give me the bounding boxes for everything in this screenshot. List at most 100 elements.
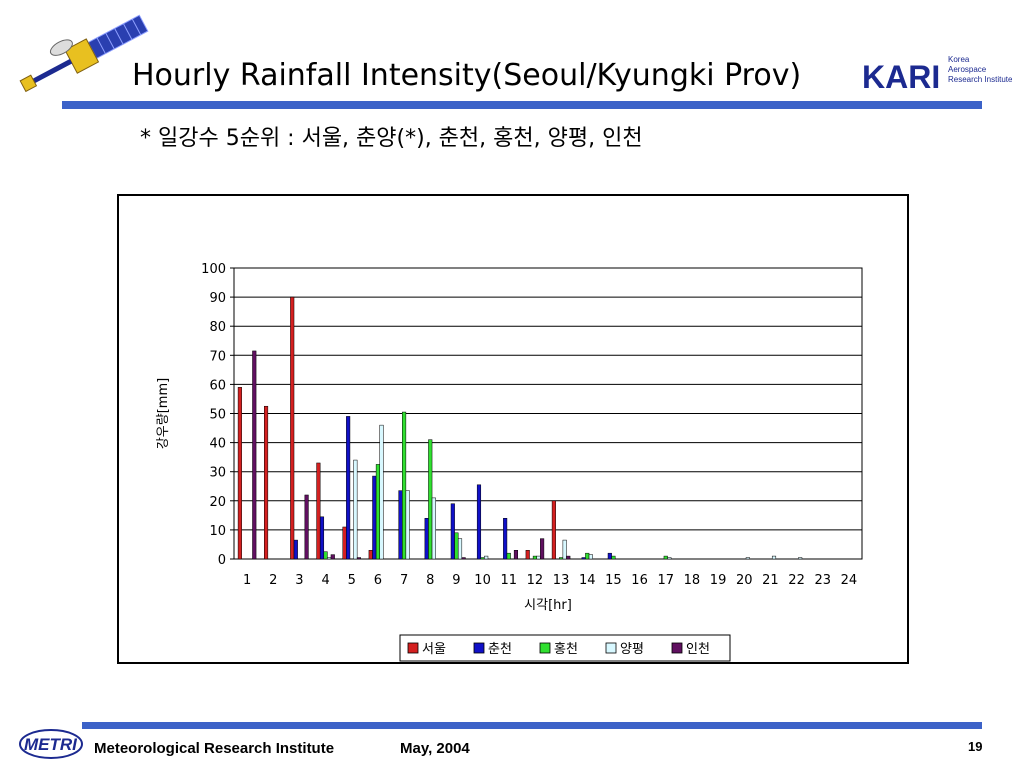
bar-5-4	[330, 554, 335, 560]
x-tick-label: 3	[295, 573, 303, 588]
x-tick-label: 6	[374, 573, 382, 588]
kari-logo-text: KARI	[862, 59, 940, 95]
bar-4-13	[562, 539, 567, 560]
chart-frame: 0 10 20 30 40 50 60 70 80 90 100 1 2 3 4 5 6 7 8 9 10 11 12 13 1…	[117, 194, 909, 664]
x-tick-label: 17	[657, 573, 674, 588]
satellite-illustration	[19, 14, 149, 93]
bar-3-9	[454, 532, 459, 560]
legend-label: 홍천	[554, 642, 578, 657]
legend-label: 춘천	[488, 642, 512, 657]
page-number: 19	[968, 739, 983, 754]
x-tick-label: 4	[321, 573, 329, 588]
bar-1-6	[368, 550, 373, 560]
x-tick-label: 13	[553, 573, 570, 588]
x-axis-label: 시각[hr]	[524, 598, 572, 613]
bar-5-3	[304, 494, 309, 560]
x-tick-label: 5	[348, 573, 356, 588]
x-tick-label: 10	[474, 573, 491, 588]
bar-1-3	[290, 296, 295, 560]
kari-logo: KARI Korea Aerospace Research Institute	[862, 55, 1012, 95]
kari-logo-sub-1: Korea	[948, 55, 970, 64]
legend-swatch	[605, 642, 617, 654]
bar-2-14	[581, 557, 586, 560]
bar-2-8	[424, 518, 429, 560]
bar-3-10	[480, 557, 485, 560]
x-tick-label: 15	[605, 573, 622, 588]
bar-3-7	[402, 411, 407, 560]
bar-4-21	[771, 555, 777, 560]
x-tick-label: 14	[579, 573, 596, 588]
bar-5-5	[356, 557, 361, 560]
x-tick-label: 18	[684, 573, 701, 588]
bar-4-5	[353, 459, 358, 560]
bar-4-17	[667, 557, 672, 560]
bar-4-22	[798, 557, 803, 560]
y-tick-label: 40	[209, 437, 226, 452]
legend-label: 양평	[620, 642, 644, 657]
y-tick-label: 60	[209, 378, 226, 393]
bar-3-12	[532, 555, 537, 560]
slide-title: Hourly Rainfall Intensity(Seoul/Kyungki …	[132, 58, 802, 93]
bar-3-11	[506, 552, 511, 560]
bar-4-20	[745, 557, 750, 560]
x-tick-label: 7	[400, 573, 408, 588]
metri-logo: METRI	[19, 729, 83, 759]
legend-swatch	[539, 642, 551, 654]
bar-1-13	[551, 500, 556, 560]
bar-2-6	[372, 475, 377, 560]
legend-swatch	[407, 642, 419, 654]
legend-swatch	[671, 642, 683, 654]
y-tick-label: 90	[209, 291, 226, 306]
x-tick-label: 16	[631, 573, 648, 588]
y-tick-label: 80	[209, 320, 226, 335]
bar-2-5	[346, 416, 351, 560]
bar-4-7	[405, 490, 410, 560]
bar-5-12	[540, 538, 545, 560]
kari-logo-sub-3: Research Institute	[948, 75, 1012, 84]
bar-4-4	[327, 557, 332, 560]
x-tick-label: 24	[841, 573, 858, 588]
title-underline-bar	[62, 101, 982, 109]
bar-2-9	[450, 503, 455, 560]
x-tick-label: 19	[710, 573, 727, 588]
bar-2-15	[607, 552, 612, 560]
bar-3-6	[375, 464, 380, 560]
legend-swatch	[473, 642, 485, 654]
bar-2-4	[319, 516, 325, 560]
bar-4-8	[431, 497, 436, 560]
x-tick-label: 11	[500, 573, 517, 588]
legend-label: 서울	[422, 642, 446, 657]
bar-1-12	[525, 550, 530, 560]
bar-4-12	[536, 555, 541, 560]
bar-5-13	[566, 555, 571, 560]
x-tick-label: 22	[788, 573, 805, 588]
bar-3-8	[428, 439, 433, 560]
x-tick-label: 2	[269, 573, 277, 588]
bar-2-10	[476, 484, 482, 560]
footer-date: May, 2004	[400, 740, 470, 757]
bar-3-14	[585, 552, 590, 560]
x-tick-label: 9	[452, 573, 460, 588]
x-tick-label: 8	[426, 573, 434, 588]
bar-4-10	[484, 555, 489, 560]
metri-logo-text: METRI	[24, 735, 78, 754]
bar-3-15	[611, 555, 616, 560]
bar-1-1	[237, 387, 242, 560]
y-tick-label: 70	[209, 349, 226, 364]
bar-3-4	[323, 551, 328, 560]
bar-4-9	[457, 538, 463, 560]
bar-5-1	[252, 350, 257, 560]
bar-1-5	[342, 526, 347, 560]
y-tick-label: 0	[218, 553, 226, 568]
y-axis-label: 강우량[mm]	[156, 378, 171, 449]
x-tick-label: 1	[243, 573, 251, 588]
bar-3-17	[663, 555, 668, 560]
bar-5-11	[513, 550, 518, 560]
legend-label: 인천	[686, 642, 710, 657]
footer-bar	[82, 722, 982, 729]
bar-2-3	[293, 539, 298, 560]
bar-3-13	[559, 557, 564, 560]
x-tick-label: 12	[527, 573, 544, 588]
bar-4-14	[588, 554, 593, 560]
